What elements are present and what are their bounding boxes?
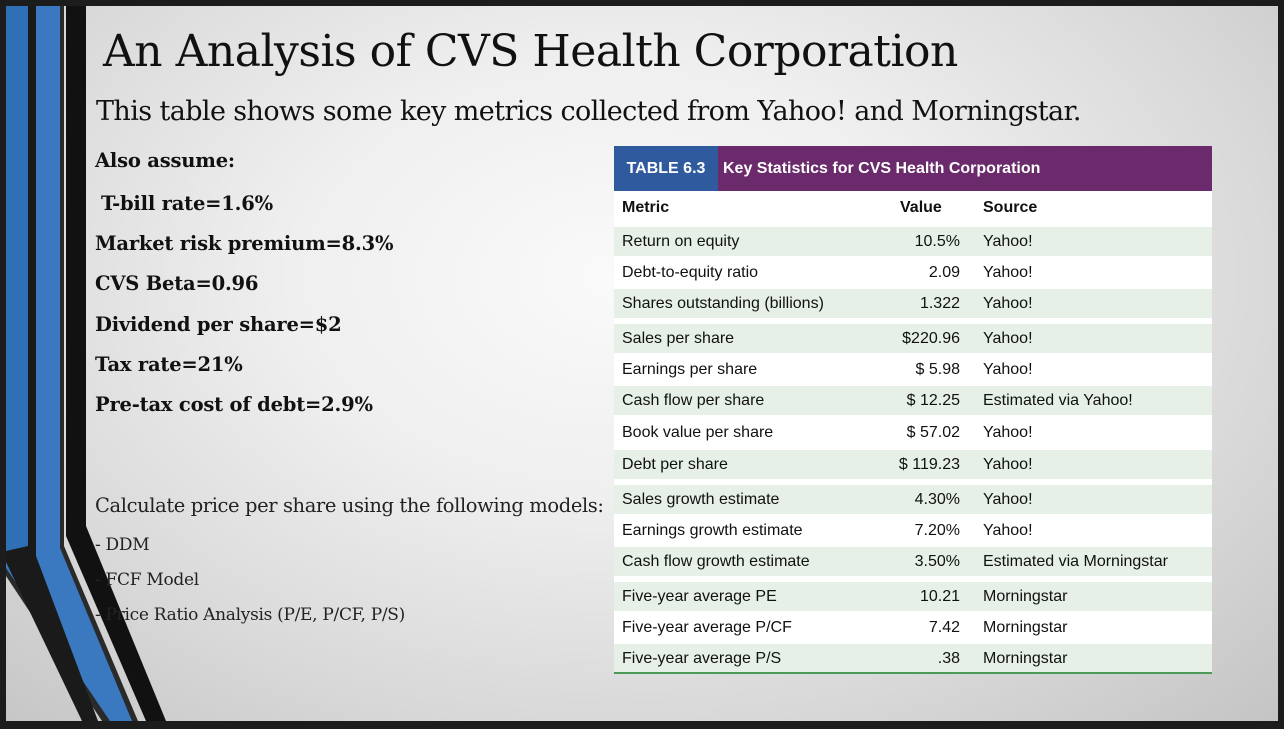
cell-value: $ 12.25 [906, 392, 960, 409]
cell-metric: Five-year average P/CF [622, 619, 792, 636]
cell-metric: Five-year average PE [622, 588, 777, 605]
table-row: Five-year average P/CF 7.42 Morningstar [614, 613, 1212, 642]
model-ddm: - DDM [95, 535, 150, 555]
cell-metric: Sales per share [622, 330, 735, 347]
cell-value: .38 [937, 650, 960, 667]
table-column-headers: Metric Value Source [614, 194, 1212, 222]
assumption-tax-rate: Tax rate=21% [95, 353, 243, 376]
table-row: Five-year average P/S .38 Morningstar [614, 644, 1212, 673]
cell-value: 3.50% [914, 553, 960, 570]
column-header-value: Value [900, 199, 942, 216]
table-number: TABLE 6.3 [614, 146, 718, 191]
cell-value: $ 57.02 [906, 424, 960, 441]
table-header-bar: TABLE 6.3 Key Statistics for CVS Health … [614, 146, 1212, 191]
cell-metric: Earnings growth estimate [622, 522, 803, 539]
cell-metric: Cash flow growth estimate [622, 553, 810, 570]
cell-value: 2.09 [928, 264, 960, 281]
cell-source: Yahoo! [983, 330, 1033, 347]
cell-value: 7.20% [914, 522, 960, 539]
cell-source: Yahoo! [983, 295, 1033, 312]
assumption-market-risk-premium: Market risk premium=8.3% [95, 232, 394, 255]
cell-value: 1.322 [919, 295, 960, 312]
cell-source: Morningstar [983, 588, 1068, 605]
cell-metric: Cash flow per share [622, 392, 765, 409]
assumption-dividend: Dividend per share=$2 [95, 313, 342, 336]
cell-source: Yahoo! [983, 424, 1033, 441]
cell-value: 10.5% [914, 233, 960, 250]
cell-source: Yahoo! [983, 233, 1033, 250]
cell-source: Yahoo! [983, 264, 1033, 281]
cell-value: 10.21 [919, 588, 960, 605]
assume-heading: Also assume: [95, 149, 235, 172]
slide: An Analysis of CVS Health Corporation Th… [6, 6, 1278, 721]
table-row: Shares outstanding (billions) 1.322 Yaho… [614, 289, 1212, 318]
key-statistics-table: TABLE 6.3 Key Statistics for CVS Health … [614, 146, 1212, 674]
cell-metric: Earnings per share [622, 361, 758, 378]
cell-source: Estimated via Morningstar [983, 553, 1168, 570]
column-header-metric: Metric [622, 199, 670, 216]
cell-metric: Return on equity [622, 233, 740, 250]
cell-source: Yahoo! [983, 522, 1033, 539]
cell-source: Yahoo! [983, 456, 1033, 473]
table-row: Return on equity 10.5% Yahoo! [614, 227, 1212, 256]
cell-source: Morningstar [983, 650, 1068, 667]
calc-prompt: Calculate price per share using the foll… [95, 494, 604, 517]
cell-source: Yahoo! [983, 491, 1033, 508]
cell-metric: Book value per share [622, 424, 774, 441]
cell-metric: Sales growth estimate [622, 491, 780, 508]
table-row: Debt-to-equity ratio 2.09 Yahoo! [614, 258, 1212, 287]
decorative-stripes [6, 6, 166, 721]
cell-metric: Debt-to-equity ratio [622, 264, 759, 281]
table-row: Earnings growth estimate 7.20% Yahoo! [614, 516, 1212, 545]
cell-source: Yahoo! [983, 361, 1033, 378]
cell-value: 7.42 [928, 619, 960, 636]
cell-metric: Five-year average P/S [622, 650, 782, 667]
table-row: Cash flow per share $ 12.25 Estimated vi… [614, 386, 1212, 415]
table-row: Book value per share $ 57.02 Yahoo! [614, 418, 1212, 447]
table-row: Cash flow growth estimate 3.50% Estimate… [614, 547, 1212, 576]
cell-value: 4.30% [914, 491, 960, 508]
slide-title: An Analysis of CVS Health Corporation [103, 26, 958, 77]
table-title: Key Statistics for CVS Health Corporatio… [723, 160, 1041, 177]
assumption-cvs-beta: CVS Beta=0.96 [95, 272, 259, 295]
table-bottom-rule [614, 672, 1212, 674]
cell-metric: Shares outstanding (billions) [622, 295, 824, 312]
cell-metric: Debt per share [622, 456, 728, 473]
model-fcf: - FCF Model [95, 570, 199, 590]
cell-value: $ 5.98 [915, 361, 960, 378]
table-row: Sales per share $220.96 Yahoo! [614, 324, 1212, 353]
column-header-source: Source [983, 199, 1038, 216]
table-row: Five-year average PE 10.21 Morningstar [614, 582, 1212, 611]
table-row: Earnings per share $ 5.98 Yahoo! [614, 355, 1212, 384]
assumption-pretax-cost-of-debt: Pre-tax cost of debt=2.9% [95, 393, 373, 416]
cell-value: $ 119.23 [898, 456, 960, 473]
cell-source: Morningstar [983, 619, 1068, 636]
table-row: Debt per share $ 119.23 Yahoo! [614, 450, 1212, 479]
assumption-tbill-rate: T-bill rate=1.6% [101, 192, 273, 215]
model-price-ratio: - Price Ratio Analysis (P/E, P/CF, P/S) [95, 605, 405, 625]
cell-source: Estimated via Yahoo! [983, 392, 1133, 409]
cell-value: $220.96 [902, 330, 960, 347]
table-row: Sales growth estimate 4.30% Yahoo! [614, 485, 1212, 514]
slide-subtitle: This table shows some key metrics collec… [96, 96, 1081, 127]
